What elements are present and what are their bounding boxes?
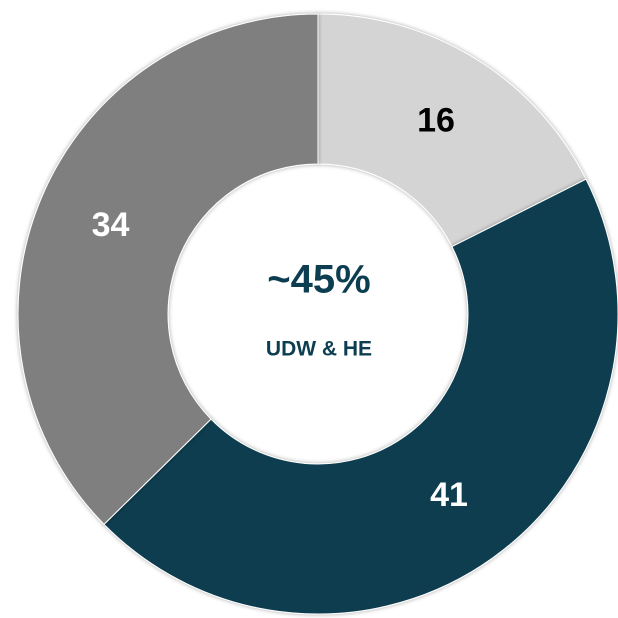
data-label: 41 bbox=[430, 476, 468, 514]
donut-slice bbox=[103, 178, 618, 615]
center-value: ~45% bbox=[267, 258, 370, 302]
data-labels: 16 41 34 bbox=[92, 101, 468, 513]
center-subtext: UDW & HE bbox=[266, 338, 372, 361]
data-label: 16 bbox=[417, 101, 455, 139]
data-label: 34 bbox=[92, 206, 130, 244]
donut-slice bbox=[317, 13, 587, 248]
donut-slice bbox=[17, 13, 319, 526]
donut bbox=[17, 13, 618, 615]
